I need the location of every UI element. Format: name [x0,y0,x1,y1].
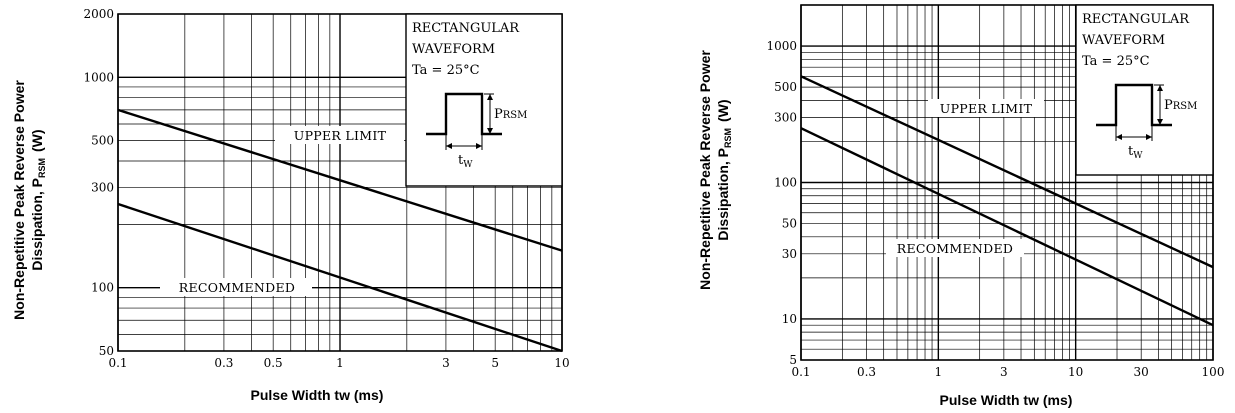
x-tick-label: 0.3 [857,365,876,379]
info-box-text-2: WAVEFORM [412,42,495,57]
y-tick-label: 100 [91,281,114,295]
x-tick-label: 10 [554,356,569,370]
recommended-label: RECOMMENDED [179,280,295,295]
curve-label-backing [928,99,1044,117]
info-box-text-2: WAVEFORM [1082,33,1165,48]
info-box-text-3: Ta = 25°C [412,63,480,78]
x-tick-label: 0.3 [214,356,233,370]
arrow-head-left [1116,134,1122,140]
chart-2-x-axis-label: Pulse Width tw (ms) [940,392,1073,408]
upper-limit-label: UPPER LIMIT [294,128,387,143]
chart-1-legend-box: RECTANGULAR WAVEFORM Ta = 25°C PRSM tW [405,13,563,187]
x-tick-label: 3 [442,356,450,370]
chart-1-y-label-line1: Non-Repetitive Peak Reverse Power [11,80,27,320]
y-tick-label: 1000 [83,70,114,84]
x-tick-label: 100 [1202,365,1225,379]
recommended-line [800,127,1214,327]
y-tick-label: 300 [774,110,797,124]
info-box-panel [405,13,563,187]
chart-1-ticks: 0.1 0.3 0.5 1 3 5 10 2000 1000 500 300 100 50 [83,7,569,370]
chart-2-y-label-line1: Non-Repetitive Peak Reverse Power [697,50,713,290]
rectangular-waveform-icon: PRSM tW [1096,83,1197,161]
arrow-head-right [1146,134,1152,140]
info-box-text-1: RECTANGULAR [412,21,520,36]
x-tick-label: 5 [491,356,499,370]
y-tick-label: 500 [774,80,797,94]
tw-label: tW [1128,144,1143,161]
y-tick-label: 50 [99,344,114,358]
pulse-shape [1096,83,1172,127]
chart-1-y-label-line2: Dissipation, PRSM(W) [29,129,47,270]
arrow-head-left [446,143,452,149]
arrow-head-down [487,128,493,134]
y-tick-label: 50 [782,217,797,231]
x-tick-label: 0.1 [108,356,127,370]
arrow-head-up [1157,85,1163,91]
chart-2-curves [800,75,1214,327]
chart-2-y-axis-label: Non-Repetitive Peak Reverse Power Dissip… [697,50,733,290]
arrow-head-up [487,94,493,100]
recommended-line [117,202,563,353]
x-tick-label: 1 [336,356,344,370]
chart-2-y-label-line2: Dissipation, PRSM(W) [715,99,733,240]
curve-label-backing [275,126,404,144]
upper-limit-line [800,75,1214,269]
y-tick-label: 5 [789,353,797,367]
curve-label-backing [160,278,312,296]
y-tick-label: 10 [782,312,797,326]
chart-2: RECTANGULAR WAVEFORM Ta = 25°C PRSM tW UPPER… [697,4,1224,408]
tw-label: tW [458,153,473,170]
y-tick-label: 100 [774,176,797,190]
x-tick-label: 3 [1000,365,1008,379]
p-rsm-label: PRSM [494,107,527,122]
chart-2-curve-labels: UPPER LIMIT RECOMMENDED [886,99,1044,257]
chart-1: RECTANGULAR WAVEFORM Ta = 25°C PRSM tW UPPER… [11,7,570,403]
chart-2-legend-box: RECTANGULAR WAVEFORM Ta = 25°C PRSM tW [1075,4,1214,176]
recommended-label: RECOMMENDED [897,241,1013,256]
y-tick-label: 1000 [766,39,797,53]
curve-label-backing [886,239,1024,257]
y-tick-label: 500 [91,134,114,148]
y-tick-label: 30 [782,247,797,261]
arrow-head-down [1157,119,1163,125]
x-tick-label: 10 [1068,365,1083,379]
rectangular-waveform-icon: PRSM tW [426,92,527,170]
info-box-panel [1075,4,1214,176]
info-box-text-3: Ta = 25°C [1082,54,1150,69]
plot-frame [800,4,1214,361]
x-tick-label: 0.1 [791,365,810,379]
y-tick-label: 300 [91,180,114,194]
chart-1-curve-labels: UPPER LIMIT RECOMMENDED [160,126,404,296]
x-tick-label: 1 [935,365,943,379]
p-rsm-label: PRSM [1164,98,1197,113]
chart-1-curves [117,108,563,353]
chart-1-x-axis-label: Pulse Width tw (ms) [251,387,384,403]
x-tick-label: 0.5 [264,356,283,370]
x-tick-label: 30 [1134,365,1149,379]
upper-limit-line [117,108,563,252]
info-box-text-1: RECTANGULAR [1082,12,1190,27]
chart-2-ticks: 0.1 0.3 1 3 10 30 100 1000 500 300 100 50 30 10 5 [766,39,1224,379]
pulse-shape [426,92,502,136]
y-tick-label: 2000 [83,7,114,21]
chart-1-y-axis-label: Non-Repetitive Peak Reverse Power Dissip… [11,80,47,320]
arrow-head-right [476,143,482,149]
upper-limit-label: UPPER LIMIT [940,101,1033,116]
